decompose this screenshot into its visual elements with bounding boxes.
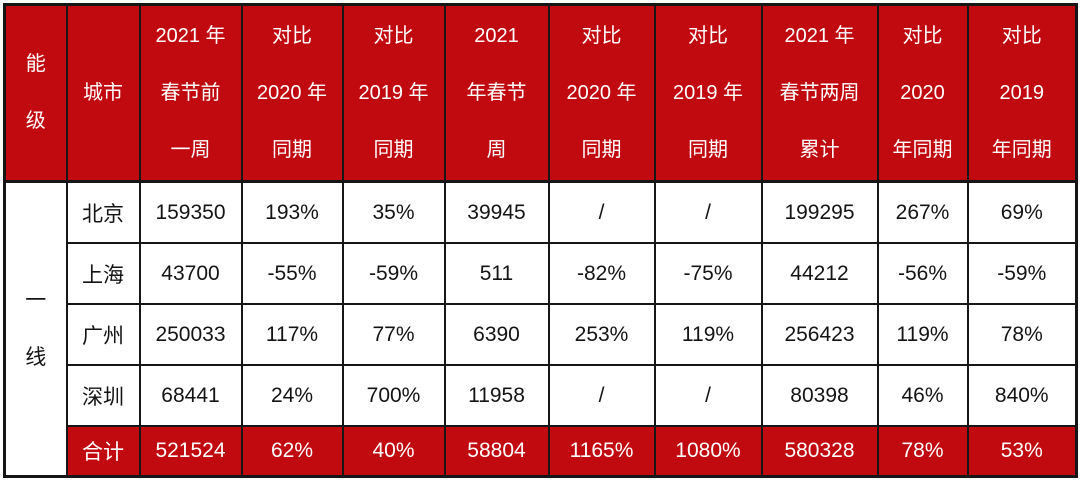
header-cell-week-vs-2020: 对比 2020 年同期 (547, 3, 656, 183)
total-data-cell: 78% (876, 425, 969, 478)
city-cell: 北京 (65, 180, 141, 244)
city-cell: 上海 (65, 242, 141, 305)
data-cell: 511 (443, 242, 550, 305)
data-cell: -59% (966, 242, 1078, 305)
data-cell: 199295 (760, 180, 879, 244)
table-body: 一线 北京 159350 193% 35% 39945 / / 199295 2… (3, 180, 1078, 478)
header-cell-pre-vs-2019: 对比 2019 年同期 (341, 3, 446, 183)
data-cell: 78% (966, 303, 1078, 366)
city-cell: 广州 (65, 303, 141, 366)
header-cell-energy-tier: 能级 (3, 3, 68, 183)
data-cell: -59% (341, 242, 446, 305)
data-cell: 700% (341, 364, 446, 427)
data-cell: -55% (240, 242, 344, 305)
data-cell: 159350 (138, 180, 243, 244)
table-row-beijing: 一线 北京 159350 193% 35% 39945 / / 199295 2… (3, 180, 1078, 478)
data-cell: / (547, 364, 656, 427)
city-cell: 深圳 (65, 364, 141, 427)
header-cell-total-vs-2020: 对比 2020 年同期 (876, 3, 969, 183)
data-cell: 77% (341, 303, 446, 366)
data-cell: / (653, 364, 763, 427)
data-cell: 840% (966, 364, 1078, 427)
data-cell: -75% (653, 242, 763, 305)
header-row: 能级 城市 2021 年春节前 一周 对比 2020 年同期 对比 2019 年同期 … (3, 3, 1078, 183)
data-cell: 250033 (138, 303, 243, 366)
data-cell: 253% (547, 303, 656, 366)
data-cell: 69% (966, 180, 1078, 244)
data-cell: 267% (876, 180, 969, 244)
header-cell-two-week-total: 2021 年春节两周 累计 (760, 3, 879, 183)
header-cell-pre-vs-2020: 对比 2020 年同期 (240, 3, 344, 183)
data-cell: 256423 (760, 303, 879, 366)
data-cell: 80398 (760, 364, 879, 427)
data-cell: -82% (547, 242, 656, 305)
data-cell: / (547, 180, 656, 244)
total-data-cell: 521524 (138, 425, 243, 478)
data-cell: 119% (876, 303, 969, 366)
data-cell: 193% (240, 180, 344, 244)
data-cell: 11958 (443, 364, 550, 427)
data-cell: 44212 (760, 242, 879, 305)
total-data-cell: 1165% (547, 425, 656, 478)
header-cell-city: 城市 (65, 3, 141, 183)
data-cell: 68441 (138, 364, 243, 427)
total-data-cell: 53% (966, 425, 1078, 478)
data-cell: 6390 (443, 303, 550, 366)
data-cell: 24% (240, 364, 344, 427)
data-cell: 35% (341, 180, 446, 244)
total-data-cell: 62% (240, 425, 344, 478)
data-cell: 43700 (138, 242, 243, 305)
table-row-total: 合计 521524 62% 40% 58804 1165% 1080% 5803… (5, 425, 1078, 478)
tier-cell-first-tier: 一线 (3, 180, 68, 478)
data-cell: -56% (876, 242, 969, 305)
total-data-cell: 58804 (443, 425, 550, 478)
header-cell-total-vs-2019: 对比 2019 年同期 (966, 3, 1078, 183)
data-cell: / (653, 180, 763, 244)
spring-festival-stats-table: 能级 城市 2021 年春节前 一周 对比 2020 年同期 对比 2019 年同期 … (3, 3, 1078, 478)
table-row-shanghai: 上海 43700 -55% -59% 511 -82% -75% 44212 -… (5, 242, 1078, 305)
header-cell-pre-festival-week: 2021 年春节前 一周 (138, 3, 243, 183)
total-data-cell: 1080% (653, 425, 763, 478)
total-data-cell: 40% (341, 425, 446, 478)
data-cell: 39945 (443, 180, 550, 244)
data-cell: 119% (653, 303, 763, 366)
table-row-guangzhou: 广州 250033 117% 77% 6390 253% 119% 256423… (5, 303, 1078, 366)
total-label-cell: 合计 (65, 425, 141, 478)
data-cell: 117% (240, 303, 344, 366)
header-cell-festival-week: 2021 年春节周 (443, 3, 550, 183)
data-cell: 46% (876, 364, 969, 427)
table-header: 能级 城市 2021 年春节前 一周 对比 2020 年同期 对比 2019 年同期 … (3, 3, 1078, 183)
table-row-shenzhen: 深圳 68441 24% 700% 11958 / / 80398 46% 84… (5, 364, 1078, 427)
header-cell-week-vs-2019: 对比 2019 年同期 (653, 3, 763, 183)
total-data-cell: 580328 (760, 425, 879, 478)
